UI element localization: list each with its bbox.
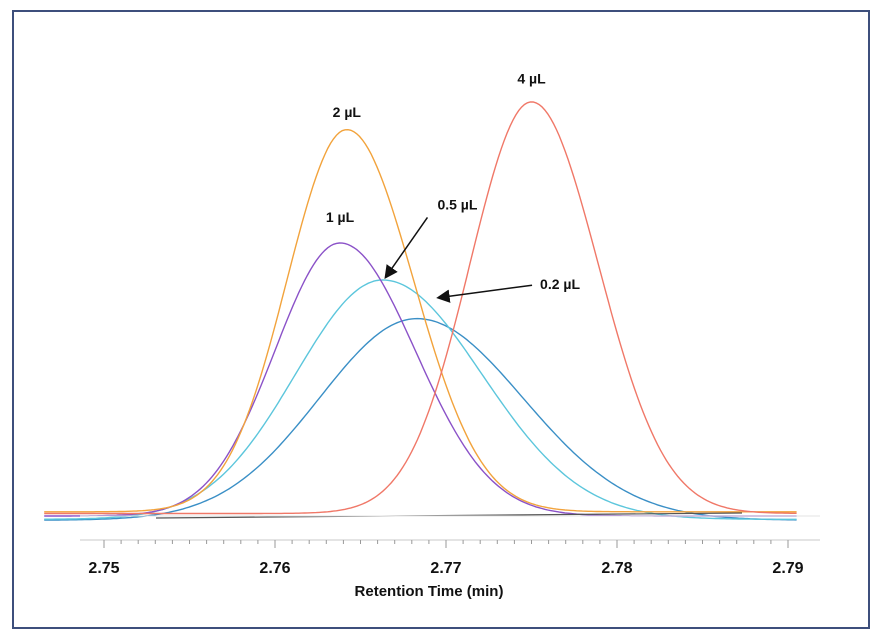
- annotation-arrow-4: [436, 284, 533, 303]
- x-tick-label: 2.75: [88, 560, 119, 577]
- series-line-4: [44, 101, 797, 515]
- annotation-arrow-3: [384, 216, 429, 280]
- annotation-label-1: 2 µL: [333, 104, 362, 120]
- x-tick-label: 2.78: [601, 560, 632, 577]
- annotation-label-0: 4 µL: [517, 70, 546, 86]
- annotation-label-3: 0.5 µL: [437, 196, 477, 212]
- chromatogram-chart: 2.75 2.76 2.77 2.78 2.79 Retention Time (min…: [44, 70, 820, 600]
- series-line-3: [44, 128, 797, 513]
- figure-frame: 2.75 2.76 2.77 2.78 2.79 Retention Time (min…: [12, 10, 870, 629]
- series-line-2: [44, 242, 797, 517]
- x-axis-ticks: [103, 540, 789, 548]
- x-axis-tick-labels: 2.75 2.76 2.77 2.78 2.79: [88, 560, 803, 577]
- series-line-0: [44, 317, 797, 521]
- x-tick-label: 2.79: [772, 560, 803, 577]
- x-tick-label: 2.77: [430, 560, 461, 577]
- annotation-label-4: 0.2 µL: [540, 276, 580, 292]
- series-group: [44, 101, 797, 521]
- x-axis-title: Retention Time (min): [355, 583, 504, 600]
- annotations-group: 4 µL 2 µL 1 µL 0.5 µL 0.2 µL: [326, 70, 580, 303]
- annotation-label-2: 1 µL: [326, 209, 355, 225]
- x-tick-label: 2.76: [259, 560, 290, 577]
